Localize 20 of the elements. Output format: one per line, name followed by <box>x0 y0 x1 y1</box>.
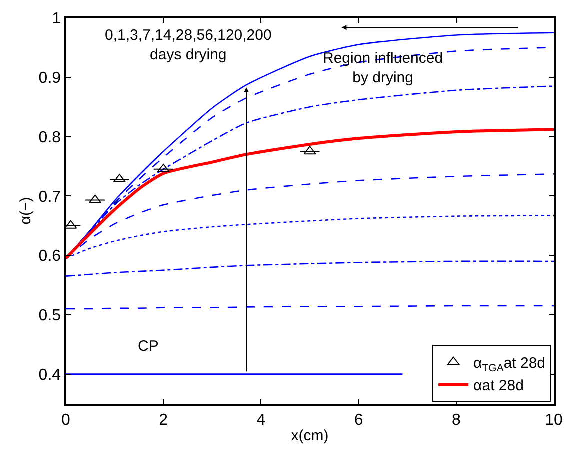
annotation: 0,1,3,7,14,28,56,120,200 days drying <box>105 27 272 64</box>
annotation: CP <box>138 338 159 355</box>
legend-label: α$_{TGA}$at 28d <box>474 355 546 374</box>
y-tick-label: 0.8 <box>38 129 62 146</box>
y-tick-label: 0.5 <box>38 308 62 325</box>
x-tick-label: 10 <box>545 412 563 429</box>
x-tick-label: 2 <box>159 412 168 429</box>
y-tick-label: 1 <box>52 10 62 28</box>
x-tick-label: 0 <box>62 412 71 429</box>
y-tick-label: 0.7 <box>38 188 62 206</box>
legend-label: αat 28d <box>474 378 524 395</box>
y-tick-label: 0.9 <box>38 70 62 87</box>
y-tick-label: 0.6 <box>38 248 62 266</box>
x-tick-label: 4 <box>256 412 266 429</box>
y-axis-title: α(−) <box>18 197 35 225</box>
y-tick-label: 0.4 <box>38 366 62 384</box>
x-axis-title: x(cm) <box>291 427 329 444</box>
x-tick-label: 8 <box>452 412 461 429</box>
x-tick-label: 6 <box>354 412 364 429</box>
annotation: Region influenced by drying <box>323 50 444 86</box>
